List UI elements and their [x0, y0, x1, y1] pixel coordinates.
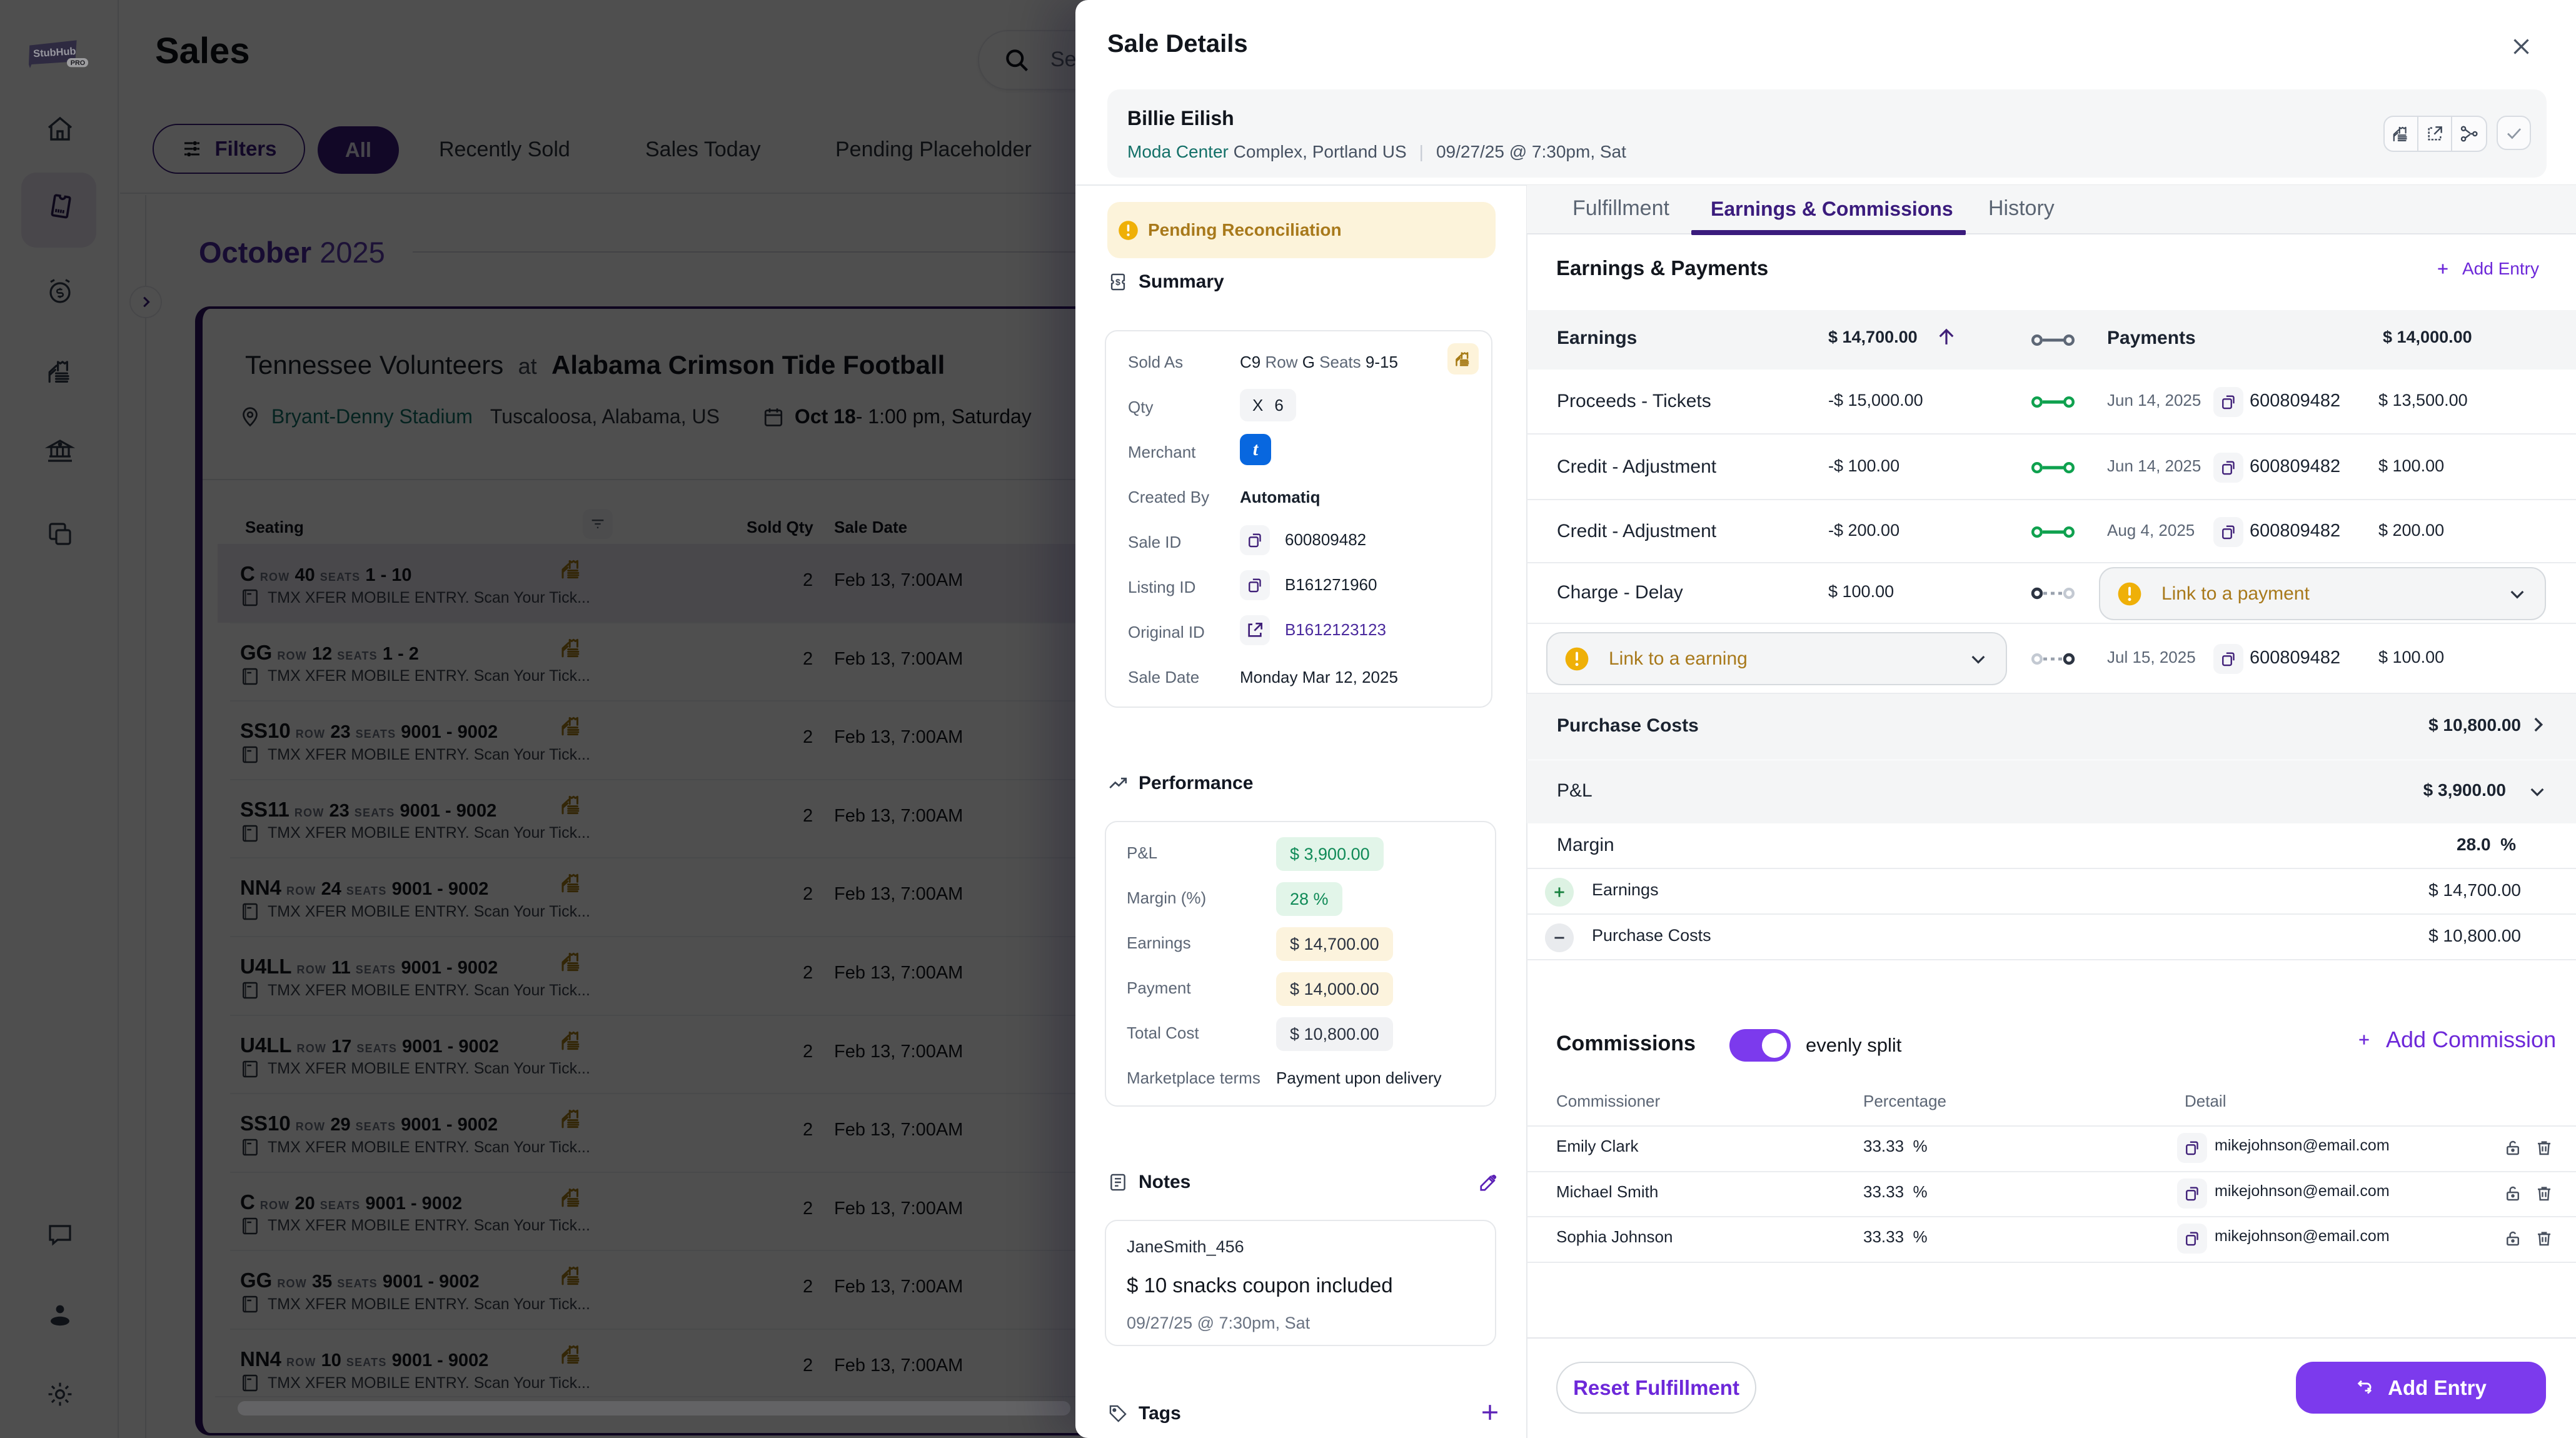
svg-text:PRO: PRO — [71, 59, 85, 67]
svg-text:StubHub: StubHub — [33, 46, 76, 59]
svg-text:$: $ — [1115, 278, 1120, 288]
